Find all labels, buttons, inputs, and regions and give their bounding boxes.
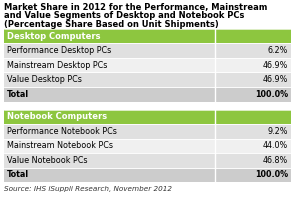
Bar bbox=[4, 87, 291, 101]
Text: Performance Desktop PCs: Performance Desktop PCs bbox=[7, 46, 111, 55]
Text: (Percentage Share Based on Unit Shipments): (Percentage Share Based on Unit Shipment… bbox=[4, 20, 219, 29]
Text: 44.0%: 44.0% bbox=[263, 141, 288, 150]
Text: 9.2%: 9.2% bbox=[268, 127, 288, 136]
Bar bbox=[4, 168, 291, 182]
Text: Market Share in 2012 for the Performance, Mainstream: Market Share in 2012 for the Performance… bbox=[4, 3, 267, 12]
Text: 46.9%: 46.9% bbox=[263, 61, 288, 70]
Text: 100.0%: 100.0% bbox=[255, 170, 288, 179]
Bar bbox=[4, 153, 291, 168]
Text: Desktop Computers: Desktop Computers bbox=[7, 32, 101, 41]
Text: Value Desktop PCs: Value Desktop PCs bbox=[7, 75, 82, 84]
Bar bbox=[4, 29, 291, 44]
Text: Source: IHS iSuppli Research, November 2012: Source: IHS iSuppli Research, November 2… bbox=[4, 186, 172, 192]
Text: 6.2%: 6.2% bbox=[268, 46, 288, 55]
Text: Total: Total bbox=[7, 90, 29, 99]
Text: Performance Notebook PCs: Performance Notebook PCs bbox=[7, 127, 117, 136]
Text: Value Notebook PCs: Value Notebook PCs bbox=[7, 156, 88, 165]
Bar bbox=[4, 44, 291, 58]
Text: Mainstream Desktop PCs: Mainstream Desktop PCs bbox=[7, 61, 107, 70]
Text: 46.8%: 46.8% bbox=[263, 156, 288, 165]
Bar bbox=[4, 58, 291, 73]
Text: Mainstream Notebook PCs: Mainstream Notebook PCs bbox=[7, 141, 113, 150]
Text: Total: Total bbox=[7, 170, 29, 179]
Text: 46.9%: 46.9% bbox=[263, 75, 288, 84]
Bar bbox=[4, 109, 291, 124]
Bar bbox=[4, 73, 291, 87]
Text: 100.0%: 100.0% bbox=[255, 90, 288, 99]
Text: Notebook Computers: Notebook Computers bbox=[7, 112, 107, 121]
Bar bbox=[4, 139, 291, 153]
Bar bbox=[4, 124, 291, 139]
Text: and Value Segments of Desktop and Notebook PCs: and Value Segments of Desktop and Notebo… bbox=[4, 12, 244, 20]
